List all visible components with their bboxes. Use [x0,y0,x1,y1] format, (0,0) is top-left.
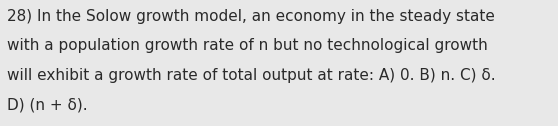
Text: 28) In the Solow growth model, an economy in the steady state: 28) In the Solow growth model, an econom… [7,9,495,24]
Text: will exhibit a growth rate of total output at rate: A) 0. B) n. C) δ.: will exhibit a growth rate of total outp… [7,68,496,83]
Text: with a population growth rate of n but no technological growth: with a population growth rate of n but n… [7,38,488,53]
Text: D) (n + δ).: D) (n + δ). [7,98,88,113]
